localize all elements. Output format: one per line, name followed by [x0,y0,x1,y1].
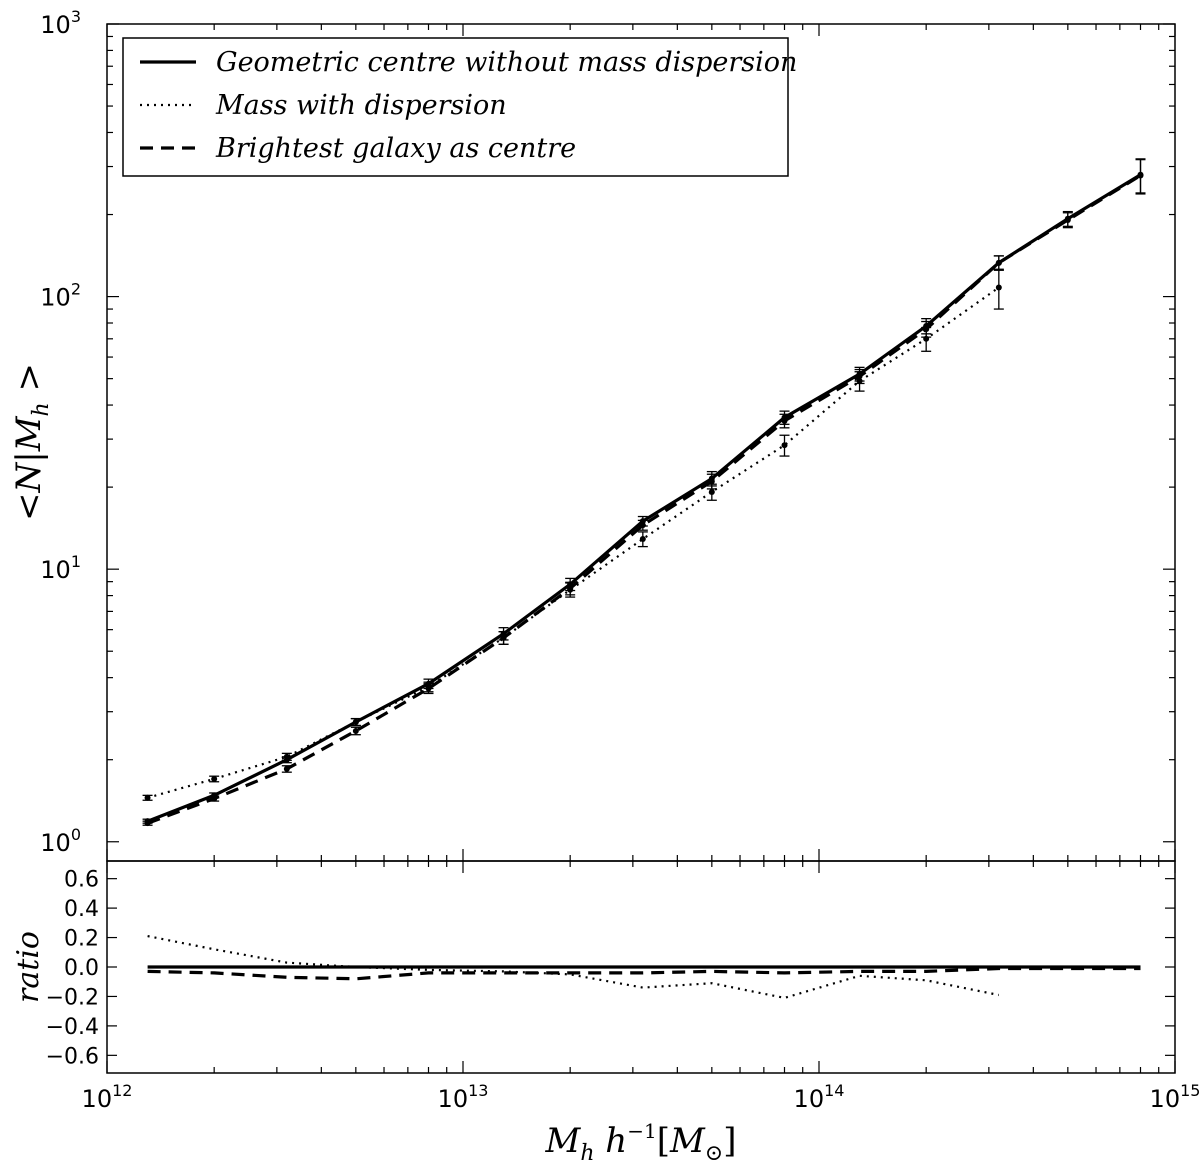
data-point [1064,216,1071,223]
ytick-label: 102 [40,280,81,312]
data-point [856,373,863,380]
ratio-ytick-label: 0.4 [64,897,99,922]
main-panel: 100 101 102 103 <N|Mh > Geometric centre wi… [9,7,1176,862]
main-ylabel: <N|Mh > [9,363,54,521]
ratio-ytick-label: −0.6 [46,1044,99,1069]
ratio-plot-area [147,935,1141,1000]
series-line-dashed [147,174,1142,825]
data-point [144,794,151,801]
ratio-axes-frame [106,860,1176,1074]
data-point [995,284,1002,291]
xtick-label: 1012 [82,1081,133,1113]
data-point [781,417,788,424]
ytick-label: 103 [40,7,81,39]
ratio-ticks: 1012 1013 1014 1015 0.6 0.4 0.2 0.0 −0.2 −0.4 −0.6 [46,861,1200,1113]
legend: Geometric centre without mass dispersion… [122,37,797,177]
data-point [352,719,359,726]
data-point [1137,172,1144,179]
ytick-label: 101 [40,552,81,584]
ratio-line-dashed [147,966,1141,981]
data-point [211,775,218,782]
data-point [708,478,715,485]
legend-label: Brightest galaxy as centre [215,133,576,164]
xtick-label: 1015 [1150,1081,1200,1113]
data-point [283,765,290,772]
data-point [352,727,359,734]
main-ticks: 100 101 102 103 [40,7,1176,861]
legend-frame [122,37,789,177]
data-point [708,488,715,495]
ratio-panel: 1012 1013 1014 1015 0.6 0.4 0.2 0.0 −0.2 −0.4 −0.6… [11,860,1200,1166]
ratio-ytick-label: −0.2 [46,985,99,1010]
legend-label: Geometric centre without mass dispersion [216,47,797,78]
data-point [995,259,1002,266]
ytick-label: 100 [40,825,81,857]
xlabel: Mh h−1[M⊙] [545,1119,737,1166]
ratio-ylabel: ratio [11,931,46,1003]
series-line-solid [147,173,1142,823]
data-point [567,585,574,592]
ratio-ytick-label: 0.2 [64,927,99,952]
data-point [639,536,646,543]
xtick-label: 1013 [438,1081,489,1113]
ratio-ytick-label: 0.0 [64,956,99,981]
data-point [639,522,646,529]
main-plot-area [142,158,1146,827]
ratio-ytick-label: 0.6 [64,868,99,893]
data-point [283,753,290,760]
ratio-ytick-label: −0.4 [46,1015,99,1040]
data-point [211,795,218,802]
data-point [144,820,151,827]
legend-label: Mass with dispersion [215,90,507,121]
data-point [781,442,788,449]
ratio-line-dotted [147,935,1000,1000]
data-point [500,634,507,641]
data-point [923,326,930,333]
data-point [425,685,432,692]
xtick-label: 1014 [794,1081,845,1113]
